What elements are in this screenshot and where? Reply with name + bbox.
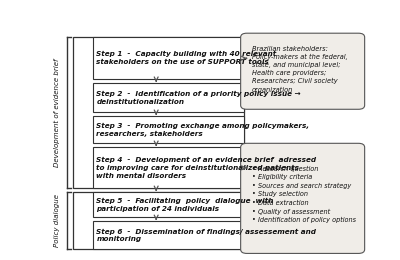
Bar (94, 116, 244, 143)
Bar (94, 83, 244, 112)
Text: Step 3  -  Promoting exchange among policymakers,
researchers, stakeholders: Step 3 - Promoting exchange among policy… (96, 123, 310, 137)
Bar (94, 222, 244, 249)
Text: Step 5  -  Facilitating  policy  dialogue  with
participation of 24 individuals: Step 5 - Facilitating policy dialogue wi… (96, 198, 274, 212)
Bar (73, 192, 244, 249)
Text: Brazilian stakeholders:
Policy-makers at the federal,
state, and municipal level: Brazilian stakeholders: Policy-makers at… (252, 46, 347, 93)
FancyBboxPatch shape (241, 143, 365, 254)
Text: Step 4  -  Development of an evidence brief  adressed
to improving care for dein: Step 4 - Development of an evidence brie… (96, 157, 317, 179)
FancyBboxPatch shape (241, 33, 365, 109)
Bar (94, 147, 244, 188)
Bar (94, 37, 244, 79)
Bar (94, 192, 244, 217)
Text: Step 2  -  Identification of a priority policy issue →
deinstitutionalization: Step 2 - Identification of a priority po… (96, 91, 301, 105)
Text: Step 1  -  Capacity building with 40 relevant
stakeholders on the use of SUPPORT: Step 1 - Capacity building with 40 relev… (96, 51, 277, 65)
Text: Development of evidence brief: Development of evidence brief (54, 58, 60, 167)
Text: Step 6  -  Dissemination of findings/ assessement and
monitoring: Step 6 - Dissemination of findings/ asse… (96, 228, 316, 242)
Bar (73, 37, 244, 188)
Text: • Research question
• Eligibility criteria
• Sources and search strategy
• Study: • Research question • Eligibility criter… (252, 165, 356, 223)
Text: Policy dialogue: Policy dialogue (54, 194, 60, 247)
